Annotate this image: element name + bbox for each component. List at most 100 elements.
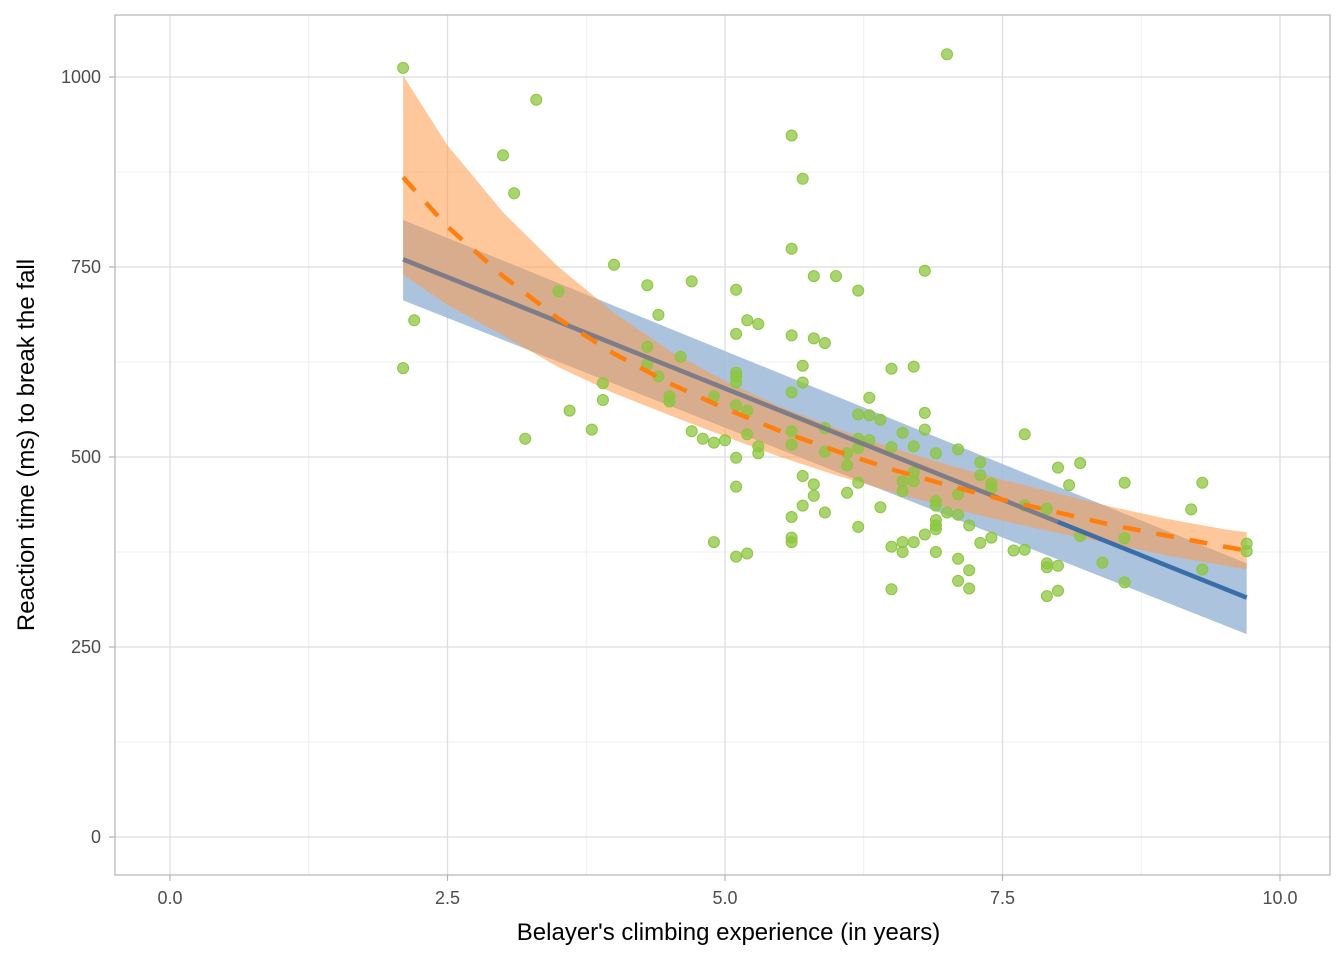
data-point — [1052, 559, 1064, 572]
data-point — [707, 436, 720, 449]
data-point — [796, 499, 809, 512]
data-point — [907, 475, 920, 488]
data-point — [952, 443, 965, 456]
data-point — [1052, 584, 1064, 597]
data-point — [841, 459, 854, 472]
x-tick-label: 5.0 — [712, 888, 737, 908]
data-point — [608, 258, 620, 271]
y-tick-label: 500 — [71, 447, 101, 467]
data-point — [1196, 563, 1209, 576]
data-point — [730, 283, 743, 296]
data-points — [397, 48, 1253, 603]
data-point — [1052, 461, 1064, 474]
data-point — [1018, 428, 1031, 441]
log-fit-band — [403, 75, 1247, 570]
data-point — [741, 547, 754, 560]
data-point — [974, 536, 987, 549]
y-tick-label: 250 — [71, 637, 101, 657]
data-point — [1040, 561, 1053, 574]
data-point — [974, 469, 987, 482]
data-point — [730, 399, 743, 412]
data-point — [929, 546, 942, 558]
data-point — [641, 340, 654, 353]
data-point — [907, 440, 920, 453]
data-point — [874, 413, 887, 426]
panel-border — [114, 14, 1331, 876]
data-point — [730, 327, 743, 340]
data-point — [907, 536, 920, 549]
data-point — [852, 284, 865, 297]
data-point — [719, 434, 731, 447]
data-point — [885, 362, 898, 375]
data-point — [730, 480, 743, 493]
data-point — [652, 308, 665, 321]
data-point — [818, 506, 831, 519]
data-point — [1118, 476, 1131, 489]
data-point — [663, 395, 676, 408]
linear-fit-line — [402, 257, 1248, 600]
data-point — [1040, 502, 1053, 515]
data-point — [807, 332, 820, 345]
data-point — [785, 386, 798, 399]
data-point — [1118, 532, 1131, 545]
data-point — [707, 536, 720, 549]
data-point — [841, 486, 854, 499]
data-point — [818, 337, 831, 349]
data-point — [796, 470, 809, 482]
data-point — [885, 540, 898, 553]
data-point — [785, 242, 798, 255]
y-tick-label: 750 — [71, 257, 101, 277]
y-tick-label: 0 — [91, 827, 101, 847]
data-point — [674, 350, 687, 363]
x-axis-title: Belayer's climbing experience (in years) — [517, 919, 940, 946]
data-point — [796, 172, 809, 185]
data-point — [530, 93, 543, 106]
data-point — [941, 506, 953, 519]
data-point — [785, 129, 798, 142]
data-point — [641, 279, 654, 292]
data-point — [1018, 543, 1031, 556]
data-point — [685, 275, 698, 288]
y-tick-labels: 0 250 500 750 1000 — [61, 67, 101, 847]
data-point — [907, 360, 920, 373]
data-point — [497, 149, 509, 162]
data-point — [563, 404, 576, 417]
data-point — [896, 536, 909, 549]
data-point — [885, 441, 898, 454]
data-point — [918, 423, 931, 436]
data-point — [730, 376, 743, 389]
data-point — [408, 314, 421, 327]
data-point — [1118, 576, 1131, 589]
data-point — [397, 362, 410, 375]
data-point — [685, 425, 698, 438]
data-point — [863, 391, 876, 404]
data-point — [785, 438, 798, 451]
data-point — [1074, 457, 1087, 470]
data-point — [852, 520, 865, 533]
x-tick-label: 7.5 — [990, 888, 1015, 908]
data-point — [929, 523, 942, 536]
data-point — [1196, 476, 1209, 489]
data-point — [752, 447, 765, 460]
data-point — [508, 187, 521, 200]
data-point — [952, 574, 965, 587]
data-point — [952, 508, 965, 521]
data-point — [885, 583, 898, 596]
data-point — [896, 426, 909, 439]
x-tick-label: 2.5 — [435, 888, 460, 908]
data-point — [941, 48, 953, 61]
data-point — [963, 519, 976, 532]
data-point — [785, 425, 798, 438]
data-point — [696, 432, 709, 445]
data-point — [918, 264, 931, 277]
y-tick-label: 1000 — [61, 67, 101, 87]
data-point — [1040, 590, 1053, 603]
data-point — [1007, 544, 1020, 557]
data-point — [807, 478, 820, 491]
data-point — [730, 451, 743, 464]
data-point — [1185, 503, 1198, 516]
log-fit-line — [401, 175, 1248, 553]
data-point — [741, 428, 754, 441]
